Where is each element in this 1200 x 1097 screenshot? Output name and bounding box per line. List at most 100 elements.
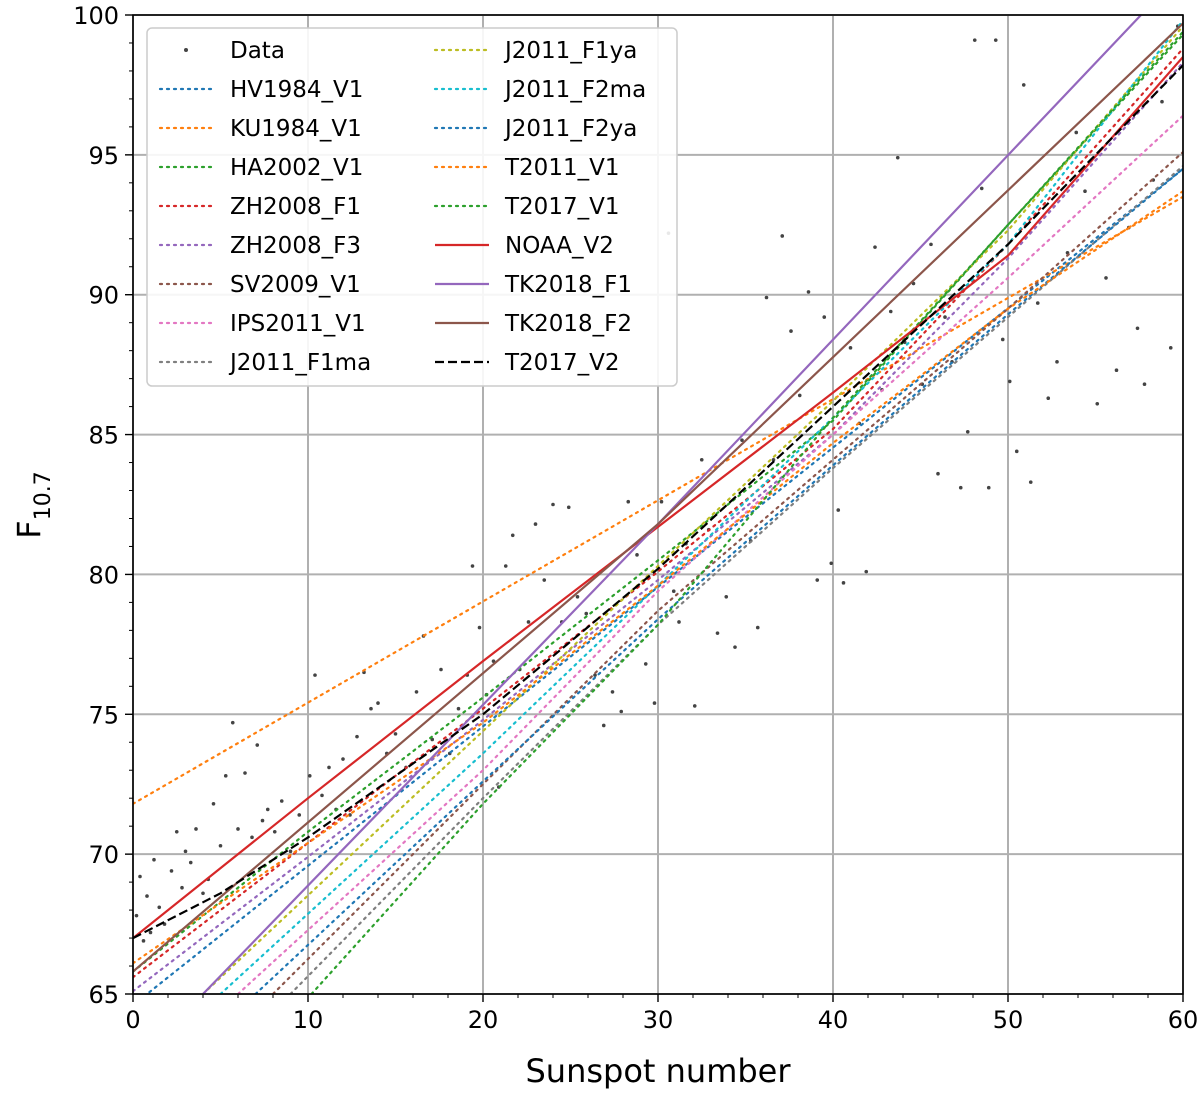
data-point	[1095, 402, 1100, 406]
data-point	[873, 245, 877, 249]
legend-label: IPS2011_V1	[230, 311, 366, 337]
data-point	[134, 913, 139, 918]
data-point	[575, 595, 580, 599]
data-point	[157, 905, 162, 910]
series-line-hv1984-v1	[145, 167, 1183, 994]
data-point	[201, 891, 205, 896]
legend-label: HA2002_V1	[230, 155, 363, 181]
legend-item: HA2002_V1	[158, 155, 363, 181]
legend-item: J2011_F2ma	[433, 77, 646, 103]
data-point	[1055, 360, 1059, 364]
data-point	[733, 645, 737, 649]
series-line-t2017-v2	[133, 64, 1183, 940]
data-point	[715, 631, 720, 635]
x-tick-label: 0	[125, 1006, 140, 1034]
legend-label: TK2018_F2	[504, 311, 632, 337]
data-point	[1028, 480, 1033, 484]
y-tick-label: 85	[88, 422, 119, 450]
axis-ticks: 0 10 20 30 40 50 60 65 70 75 80 85 90 95 100	[73, 2, 1198, 1034]
data-point	[929, 242, 933, 247]
series-line-noaa-v2	[133, 56, 1183, 939]
data-point	[724, 595, 729, 599]
data-point	[169, 869, 174, 873]
data-point	[699, 457, 704, 462]
data-point	[211, 801, 216, 806]
legend-label: J2011_F2ma	[503, 77, 646, 103]
data-point	[183, 849, 188, 854]
data-point	[542, 578, 547, 582]
y-tick-label: 70	[88, 841, 119, 869]
legend-item: HV1984_V1	[158, 77, 363, 103]
data-point	[272, 829, 277, 834]
legend-label: T2017_V2	[504, 350, 619, 376]
data-point	[566, 505, 571, 510]
x-axis-label: Sunspot number	[525, 1052, 791, 1090]
data-point	[376, 701, 380, 705]
legend-item: Data	[184, 38, 285, 64]
data-point	[551, 502, 555, 507]
x-tick-label: 40	[818, 1006, 849, 1034]
y-axis-label-main: F	[10, 520, 48, 538]
x-tick-label: 50	[993, 1006, 1024, 1034]
data-point	[1083, 189, 1087, 194]
data-point	[841, 581, 846, 585]
data-point	[288, 849, 293, 854]
series-line-zh2008-f3	[133, 61, 1183, 993]
data-point	[1104, 276, 1108, 280]
data-point	[943, 315, 947, 319]
legend-item: SV2009_V1	[158, 272, 361, 298]
data-point	[369, 706, 373, 711]
data-point	[789, 329, 793, 333]
data-point	[533, 522, 538, 526]
data-point	[780, 234, 785, 238]
legend-item: J2011_F1ya	[433, 38, 637, 64]
legend-marker	[184, 48, 188, 52]
series-line-sv2009-v1	[271, 151, 1183, 994]
legend-label: J2011_F1ma	[228, 350, 371, 376]
series-line-j2011-f1ma	[289, 164, 1183, 994]
data-point	[218, 843, 223, 848]
legend-item: TK2018_F1	[435, 272, 632, 298]
legend-item: NOAA_V2	[435, 233, 614, 259]
data-point	[652, 701, 657, 705]
data-point	[1007, 379, 1012, 384]
data-point	[965, 429, 970, 434]
data-point	[584, 611, 589, 616]
data-point	[138, 874, 142, 879]
legend-label: SV2009_V1	[230, 272, 361, 298]
legend-label: TK2018_F1	[504, 272, 632, 298]
data-point	[848, 346, 853, 350]
x-tick-label: 20	[468, 1006, 499, 1034]
data-point	[250, 835, 254, 840]
data-point	[1021, 83, 1026, 87]
legend-item: IPS2011_V1	[158, 311, 366, 337]
legend-label: T2017_V1	[504, 194, 619, 220]
data-point	[477, 625, 482, 630]
data-point	[230, 720, 235, 725]
series-line-ha2002-v1	[133, 33, 1183, 973]
data-point	[1046, 396, 1051, 401]
data-point	[491, 659, 496, 663]
data-point	[148, 930, 153, 935]
data-point	[1000, 337, 1005, 342]
data-point	[297, 813, 302, 817]
data-point	[836, 508, 841, 512]
data-point	[610, 690, 615, 694]
x-tick-label: 10	[293, 1006, 324, 1034]
data-point	[327, 765, 331, 770]
data-point	[141, 939, 146, 943]
data-point	[526, 620, 531, 624]
data-point	[659, 499, 664, 504]
data-point	[643, 662, 648, 666]
data-point	[320, 793, 324, 798]
data-point	[755, 625, 760, 630]
data-point	[456, 706, 461, 711]
data-point	[979, 186, 984, 191]
data-point	[265, 807, 270, 812]
data-point	[430, 737, 435, 742]
y-tick-label: 80	[88, 561, 119, 589]
data-point	[936, 471, 940, 476]
data-point	[806, 290, 811, 294]
legend-item: KU1984_V1	[158, 116, 362, 142]
